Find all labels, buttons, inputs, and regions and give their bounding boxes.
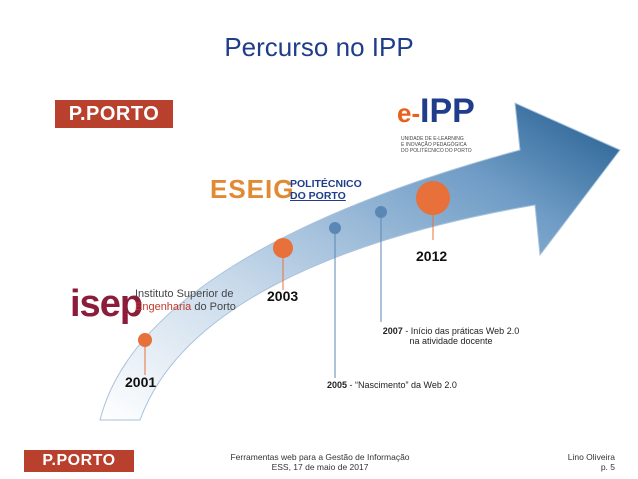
eipp-logo-e: e- [397,98,421,128]
footer-line2: ESS, 17 de maio de 2017 [271,462,369,472]
isep-name-emphasis: Engenharia [135,301,192,313]
slide-title: Percurso no IPP [224,32,414,62]
eseig-name-line2: DO PORTO [290,190,346,202]
footer-center: Ferramentas web para a Gestão de Informa… [230,452,410,472]
isep-name-line2: Engenharia do Porto [135,301,236,314]
eseig-logo-name: POLITÉCNICO DO PORTO [290,178,362,202]
year-2003-label: 2003 [267,288,299,304]
footer-author: Lino Oliveira [567,452,615,462]
milestone-2005-marker [329,222,341,234]
footer-page: p. 5 [600,462,615,472]
milestone-2012-marker [416,181,450,215]
eseig-name-line1: POLITÉCNICO [290,178,362,190]
eipp-logo-ipp: IPP [420,92,475,130]
isep-name-line1: Instituto Superior de [135,288,234,300]
note-2007-line1: 2007 - Início das práticas Web 2.0 [382,326,520,336]
footer-line1: Ferramentas web para a Gestão de Informa… [230,452,410,462]
year-2012-label: 2012 [416,248,448,264]
eipp-sub-line2: E INOVAÇÃO PEDAGÓGICA [401,142,467,148]
isep-name-rest: do Porto [191,301,236,313]
footer-right: Lino Oliveira p. 5 [545,452,615,472]
note-2005: 2005 - “Nascimento” da Web 2.0 [327,380,457,390]
eipp-logo-subtitle: UNIDADE DE E-LEARNING E INOVAÇÃO PEDAGÓG… [401,136,481,154]
milestone-2001-marker [138,333,152,347]
eipp-sub-line3: DO POLITÉCNICO DO PORTO [401,148,472,154]
milestone-2003-marker [273,238,293,258]
arrow-body [99,102,621,421]
year-2001-label: 2001 [125,374,157,390]
eseig-logo-mark: ESEIG [210,174,295,204]
pporto-logo-bottom: P.PORTO [24,450,134,472]
isep-logo-name: Instituto Superior de Engenharia do Port… [135,288,236,314]
milestone-2007-marker [375,206,387,218]
isep-logo-mark: isep [70,283,143,325]
pporto-logo-top: P.PORTO [55,100,173,128]
note-2007-line2: na atividade docente [409,336,493,346]
eipp-sub-line1: UNIDADE DE E-LEARNING [401,136,464,142]
note-2007: 2007 - Início das práticas Web 2.0 na at… [371,326,531,346]
